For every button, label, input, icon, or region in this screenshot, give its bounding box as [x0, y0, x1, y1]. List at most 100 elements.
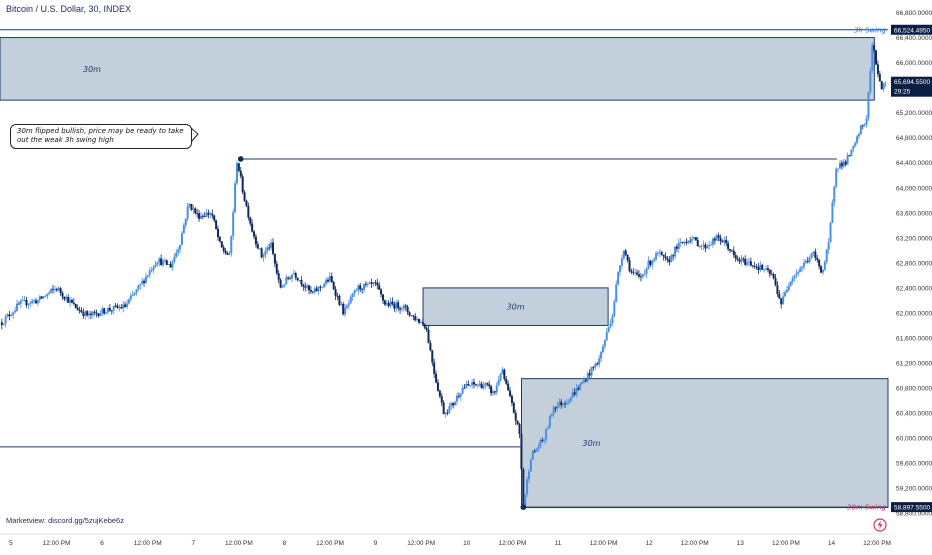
candle[interactable] [99, 313, 102, 317]
candle[interactable] [232, 212, 235, 236]
candle[interactable] [262, 255, 265, 258]
candle[interactable] [493, 391, 496, 393]
candle[interactable] [505, 379, 508, 384]
candle[interactable] [423, 324, 426, 328]
candle[interactable] [859, 125, 862, 135]
candle[interactable] [882, 83, 885, 90]
candle[interactable] [713, 238, 716, 241]
candle[interactable] [751, 265, 754, 267]
candle[interactable] [495, 385, 498, 393]
candle[interactable] [755, 266, 758, 268]
candle[interactable] [309, 290, 312, 292]
candle[interactable] [70, 299, 73, 303]
candle[interactable] [509, 390, 512, 397]
candle[interactable] [668, 259, 671, 263]
candle[interactable] [163, 260, 166, 262]
candle[interactable] [275, 263, 278, 274]
candle[interactable] [6, 314, 9, 317]
candle[interactable] [399, 308, 402, 310]
candle[interactable] [844, 161, 847, 165]
candle[interactable] [260, 248, 263, 258]
candle[interactable] [474, 384, 477, 386]
candle[interactable] [465, 383, 468, 389]
candle[interactable] [317, 286, 320, 292]
candle[interactable] [632, 272, 635, 274]
candle[interactable] [44, 295, 47, 297]
candle[interactable] [878, 73, 881, 82]
swing-marker[interactable] [520, 504, 527, 510]
candle[interactable] [607, 326, 610, 332]
candle[interactable] [603, 340, 606, 347]
candle[interactable] [277, 273, 280, 280]
candle[interactable] [727, 243, 730, 250]
candle[interactable] [533, 451, 536, 453]
candle[interactable] [139, 283, 142, 286]
candle[interactable] [545, 428, 548, 440]
candle[interactable] [101, 308, 104, 314]
candle[interactable] [235, 163, 238, 184]
candle[interactable] [154, 264, 157, 268]
candle[interactable] [144, 276, 147, 283]
candle[interactable] [400, 308, 403, 310]
candle[interactable] [418, 318, 421, 323]
candle[interactable] [444, 412, 447, 415]
lightning-logo-icon[interactable] [873, 518, 887, 532]
candle[interactable] [205, 212, 208, 217]
zone-box[interactable] [422, 287, 609, 326]
candle[interactable] [84, 311, 87, 316]
candle[interactable] [23, 299, 26, 301]
candle[interactable] [105, 312, 108, 314]
candle[interactable] [488, 384, 491, 387]
candle[interactable] [427, 329, 430, 343]
candle[interactable] [785, 289, 788, 293]
candle[interactable] [10, 314, 13, 317]
candle[interactable] [347, 303, 350, 306]
candle[interactable] [742, 258, 745, 260]
candle[interactable] [529, 459, 532, 472]
candle[interactable] [852, 145, 855, 150]
candle[interactable] [825, 249, 828, 262]
candle[interactable] [158, 258, 161, 263]
candle[interactable] [861, 125, 864, 127]
candle[interactable] [455, 395, 458, 402]
candle[interactable] [812, 251, 815, 254]
candle[interactable] [501, 369, 504, 375]
candle[interactable] [80, 310, 83, 313]
candle[interactable] [270, 242, 273, 248]
candle[interactable] [199, 215, 202, 219]
candle[interactable] [251, 223, 254, 232]
candle[interactable] [97, 313, 100, 317]
candle[interactable] [651, 260, 654, 265]
candle[interactable] [63, 296, 66, 300]
candle[interactable] [446, 412, 449, 414]
candle[interactable] [814, 251, 817, 258]
candle[interactable] [884, 82, 887, 84]
candle[interactable] [342, 303, 345, 315]
candle[interactable] [203, 215, 206, 217]
candle[interactable] [869, 70, 872, 93]
candle[interactable] [213, 215, 216, 221]
candle[interactable] [543, 439, 546, 441]
candle[interactable] [816, 257, 819, 260]
candle[interactable] [171, 261, 174, 268]
candle[interactable] [503, 369, 506, 380]
candle[interactable] [624, 250, 627, 255]
candle[interactable] [482, 385, 485, 389]
candle[interactable] [801, 266, 804, 269]
candle[interactable] [211, 213, 214, 216]
candle[interactable] [374, 282, 377, 284]
candle[interactable] [880, 81, 883, 90]
candle[interactable] [385, 303, 388, 305]
candle[interactable] [184, 218, 187, 226]
candle[interactable] [294, 273, 297, 278]
candle[interactable] [224, 250, 227, 254]
candle[interactable] [702, 244, 705, 246]
candle[interactable] [239, 170, 242, 177]
candle[interactable] [454, 401, 457, 406]
candle[interactable] [581, 382, 584, 384]
candle[interactable] [691, 238, 694, 241]
candle[interactable] [848, 155, 851, 157]
candle[interactable] [148, 270, 151, 276]
swing-marker[interactable] [237, 156, 244, 162]
